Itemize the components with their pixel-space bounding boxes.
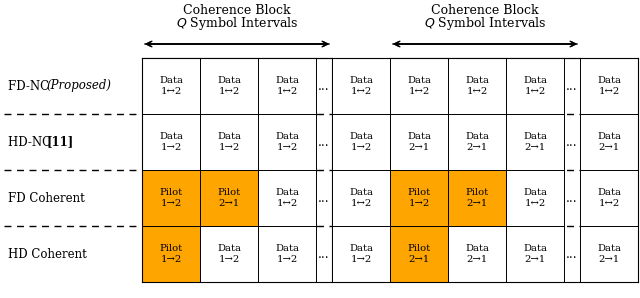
Bar <box>332 170 390 226</box>
Text: HD Coherent: HD Coherent <box>8 248 87 260</box>
Text: [11]: [11] <box>46 136 73 148</box>
Bar <box>332 58 390 114</box>
Text: ...: ... <box>318 248 330 260</box>
Text: ...: ... <box>318 192 330 204</box>
Text: Data
2→1: Data 2→1 <box>407 132 431 152</box>
Bar <box>506 58 564 114</box>
Text: Data
1↔2: Data 1↔2 <box>465 76 489 96</box>
Text: Data
1↔2: Data 1↔2 <box>523 188 547 208</box>
Text: Data
1→2: Data 1→2 <box>275 244 299 264</box>
Text: Data
2→1: Data 2→1 <box>465 132 489 152</box>
Bar <box>390 58 448 114</box>
Text: Data
1↔2: Data 1↔2 <box>217 76 241 96</box>
Text: Data
1→2: Data 1→2 <box>217 132 241 152</box>
Bar <box>258 226 316 282</box>
Text: FD Coherent: FD Coherent <box>8 192 84 204</box>
Bar <box>448 170 506 226</box>
Bar <box>390 226 448 282</box>
Text: Data
2→1: Data 2→1 <box>465 244 489 264</box>
Text: Pilot
2→1: Pilot 2→1 <box>408 244 431 264</box>
Text: Data
1→2: Data 1→2 <box>159 132 183 152</box>
Bar <box>580 170 638 226</box>
Text: Pilot
1→2: Pilot 1→2 <box>159 244 182 264</box>
Text: Data
2→1: Data 2→1 <box>523 244 547 264</box>
Text: $Q$ Symbol Intervals: $Q$ Symbol Intervals <box>176 15 298 32</box>
Bar <box>390 114 448 170</box>
Bar <box>506 170 564 226</box>
Text: Data
2→1: Data 2→1 <box>597 244 621 264</box>
Bar <box>506 226 564 282</box>
Bar <box>200 58 258 114</box>
Bar <box>332 226 390 282</box>
Text: Pilot
1→2: Pilot 1→2 <box>159 188 182 208</box>
Bar <box>448 114 506 170</box>
Bar <box>390 170 448 226</box>
Bar <box>448 226 506 282</box>
Text: ...: ... <box>566 136 578 148</box>
Bar <box>506 114 564 170</box>
Bar <box>142 170 200 226</box>
Bar <box>580 58 638 114</box>
Bar <box>448 58 506 114</box>
Text: Pilot
1→2: Pilot 1→2 <box>408 188 431 208</box>
Text: ...: ... <box>318 80 330 92</box>
Text: (Proposed): (Proposed) <box>46 80 111 92</box>
Text: $Q$ Symbol Intervals: $Q$ Symbol Intervals <box>424 15 546 32</box>
Text: Data
1↔2: Data 1↔2 <box>159 76 183 96</box>
Bar <box>200 114 258 170</box>
Bar <box>580 114 638 170</box>
Text: Data
1↔2: Data 1↔2 <box>597 76 621 96</box>
Text: Pilot
2→1: Pilot 2→1 <box>465 188 488 208</box>
Text: Coherence Block: Coherence Block <box>183 4 291 16</box>
Bar <box>580 226 638 282</box>
Bar <box>258 58 316 114</box>
Text: Data
2→1: Data 2→1 <box>597 132 621 152</box>
Text: Data
1↔2: Data 1↔2 <box>523 76 547 96</box>
Text: Data
1→2: Data 1→2 <box>349 244 373 264</box>
Bar <box>142 226 200 282</box>
Bar <box>142 58 200 114</box>
Text: Data
1↔2: Data 1↔2 <box>597 188 621 208</box>
Text: FD-NC: FD-NC <box>8 80 53 92</box>
Bar <box>258 170 316 226</box>
Text: Data
1↔2: Data 1↔2 <box>275 188 299 208</box>
Text: Data
2→1: Data 2→1 <box>523 132 547 152</box>
Text: Data
1→2: Data 1→2 <box>349 132 373 152</box>
Bar <box>332 114 390 170</box>
Text: Data
1→2: Data 1→2 <box>217 244 241 264</box>
Text: ...: ... <box>566 248 578 260</box>
Text: HD-NC: HD-NC <box>8 136 55 148</box>
Text: Data
1↔2: Data 1↔2 <box>407 76 431 96</box>
Text: Data
1→2: Data 1→2 <box>275 132 299 152</box>
Text: ...: ... <box>566 80 578 92</box>
Text: Pilot
2→1: Pilot 2→1 <box>218 188 241 208</box>
Text: Data
1↔2: Data 1↔2 <box>349 188 373 208</box>
Bar <box>200 226 258 282</box>
Bar <box>142 114 200 170</box>
Text: Coherence Block: Coherence Block <box>431 4 539 16</box>
Bar <box>258 114 316 170</box>
Text: ...: ... <box>566 192 578 204</box>
Text: Data
1↔2: Data 1↔2 <box>275 76 299 96</box>
Text: ...: ... <box>318 136 330 148</box>
Bar <box>200 170 258 226</box>
Text: Data
1↔2: Data 1↔2 <box>349 76 373 96</box>
